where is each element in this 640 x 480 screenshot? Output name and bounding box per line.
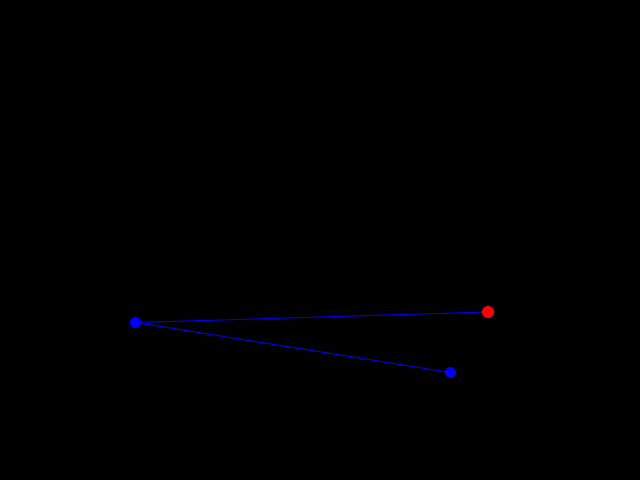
point-vertex[interactable] bbox=[130, 317, 141, 328]
line-lower-edge bbox=[135, 322, 451, 373]
nodes-group bbox=[130, 306, 494, 378]
line-upper-edge bbox=[135, 311, 489, 323]
edges-group bbox=[135, 311, 489, 373]
point-lower-endpoint[interactable] bbox=[445, 367, 456, 378]
point-target[interactable] bbox=[482, 306, 494, 318]
